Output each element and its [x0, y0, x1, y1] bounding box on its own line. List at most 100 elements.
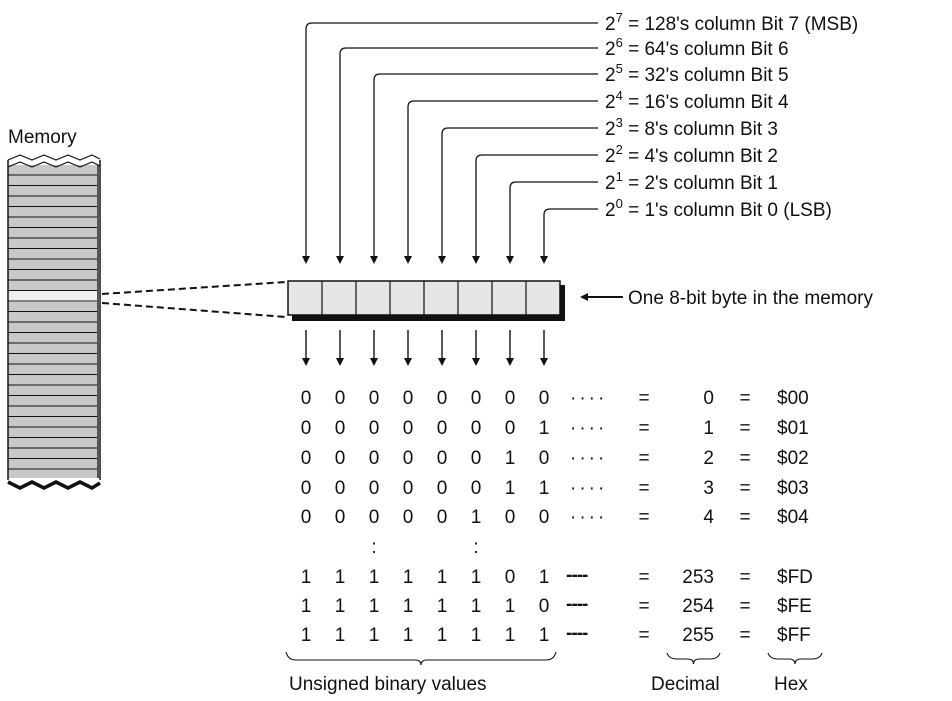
memory-top-break-line-inner — [7, 161, 101, 168]
decimal-value: 1 — [703, 418, 714, 439]
hex-value: $02 — [777, 448, 809, 469]
bit-digit: 1 — [471, 507, 482, 528]
bit-digit: 0 — [437, 507, 448, 528]
bit-digit: 1 — [471, 567, 482, 588]
row-leader: ···· — [570, 507, 607, 528]
bit-digit: 1 — [505, 448, 516, 469]
hex-value: $03 — [777, 478, 809, 499]
bit-digit: 1 — [369, 567, 380, 588]
row-equals: = — [739, 388, 750, 409]
ellipsis-mark: : — [473, 537, 478, 558]
bit-digit: 0 — [505, 567, 516, 588]
bit-digit: 0 — [335, 448, 346, 469]
bit-digit: 0 — [505, 418, 516, 439]
memory-shadow-edge — [97, 165, 100, 478]
bit-weight-arrow — [404, 100, 598, 264]
bit-digit: 0 — [471, 448, 482, 469]
bit-digit: 0 — [437, 418, 448, 439]
value-row: 1 1 1 1 1 1 1 0 ---- = 254 = $FE — [301, 594, 812, 617]
row-leader: ···· — [570, 478, 607, 499]
bit-digit: 0 — [471, 388, 482, 409]
bit-weight-labels: 27 = 128's column Bit 7 (MSB)26 = 64's c… — [605, 10, 858, 221]
bit-digit: 1 — [301, 567, 312, 588]
bit-digit: 1 — [403, 625, 414, 646]
row-equals: = — [638, 625, 649, 646]
bit-digit: 1 — [301, 625, 312, 646]
bit-digit: 1 — [505, 478, 516, 499]
decimal-label: Decimal — [651, 674, 720, 695]
bit-digit: 0 — [539, 596, 550, 617]
bit-digit: 1 — [539, 418, 550, 439]
bit-digit: 1 — [301, 596, 312, 617]
bit-weight-label: 21 = 2's column Bit 1 — [605, 169, 778, 194]
decimal-value: 0 — [703, 388, 714, 409]
bit-weight-label: 24 = 16's column Bit 4 — [605, 88, 789, 113]
bit-digit: 0 — [539, 388, 550, 409]
bit-digit: 1 — [403, 567, 414, 588]
bit-digit: 0 — [403, 448, 414, 469]
bit-weight-arrow — [370, 73, 598, 264]
connector-bottom-dashed-line — [101, 302, 287, 318]
bit-weight-label: 26 = 64's column Bit 6 — [605, 35, 789, 60]
value-table: 0 0 0 0 0 0 0 0 ···· = 0 = $00 0 0 0 0 0 0 0 1 ···· = 1 = $01 0 0 0 0… — [301, 388, 813, 646]
row-leader: ---- — [566, 623, 588, 644]
row-equals: = — [638, 596, 649, 617]
decimal-value: 4 — [703, 507, 714, 528]
bit-digit: 0 — [403, 388, 414, 409]
hex-value: $00 — [777, 388, 809, 409]
bit-digit: 0 — [369, 478, 380, 499]
binary-values-label: Unsigned binary values — [289, 674, 487, 695]
bit-digit: 0 — [335, 478, 346, 499]
bit-digit: 0 — [335, 507, 346, 528]
value-row: 0 0 0 0 0 0 1 0 ···· = 2 = $02 — [301, 448, 809, 469]
bit-weight-arrow — [506, 181, 598, 264]
bit-digit: 1 — [335, 567, 346, 588]
bit-digit: 0 — [369, 507, 380, 528]
bit-digit: 1 — [505, 625, 516, 646]
bit-digit: 1 — [369, 596, 380, 617]
row-equals: = — [739, 448, 750, 469]
row-equals: = — [739, 507, 750, 528]
value-row: 0 0 0 0 0 1 0 0 ···· = 4 = $04 — [301, 507, 809, 528]
hex-value: $FD — [777, 567, 813, 588]
bit-digit: 1 — [335, 625, 346, 646]
hex-value: $FE — [777, 596, 812, 617]
bit-weight-label: 25 = 32's column Bit 5 — [605, 61, 789, 86]
bit-digit: 0 — [437, 448, 448, 469]
row-leader: ---- — [566, 594, 588, 615]
row-equals: = — [739, 625, 750, 646]
bit-digit: 0 — [369, 388, 380, 409]
bit-digit: 1 — [471, 625, 482, 646]
bit-weight-arrow — [472, 154, 598, 264]
hex-value: $FF — [777, 625, 811, 646]
bit-digit: 0 — [437, 388, 448, 409]
bit-weight-arrows — [302, 22, 598, 264]
bit-digit: 0 — [335, 418, 346, 439]
bit-digit: 0 — [437, 478, 448, 499]
row-equals: = — [638, 448, 649, 469]
bit-weight-arrow — [540, 208, 598, 264]
decimal-value: 2 — [703, 448, 714, 469]
row-equals: = — [739, 418, 750, 439]
bit-down-arrows — [302, 330, 548, 366]
decimal-value: 254 — [682, 596, 714, 617]
bit-digit: 1 — [539, 478, 550, 499]
bit-digit: 0 — [505, 388, 516, 409]
decimal-value: 253 — [682, 567, 714, 588]
bit-digit: 0 — [505, 507, 516, 528]
hex-value: $01 — [777, 418, 809, 439]
memory-strip — [7, 154, 101, 491]
hex-value: $04 — [777, 507, 809, 528]
memory-bottom-break-line — [7, 480, 101, 491]
decimal-value: 255 — [682, 625, 714, 646]
memory-title: Memory — [8, 127, 77, 148]
hex-brace — [767, 652, 823, 665]
bit-digit: 0 — [301, 507, 312, 528]
byte-label: One 8-bit byte in the memory — [628, 288, 873, 309]
ellipsis-mark: : — [371, 537, 376, 558]
bit-digit: 0 — [471, 478, 482, 499]
bit-digit: 1 — [437, 625, 448, 646]
value-row: :: — [371, 537, 478, 558]
bit-digit: 0 — [335, 388, 346, 409]
row-leader: ···· — [570, 388, 607, 409]
